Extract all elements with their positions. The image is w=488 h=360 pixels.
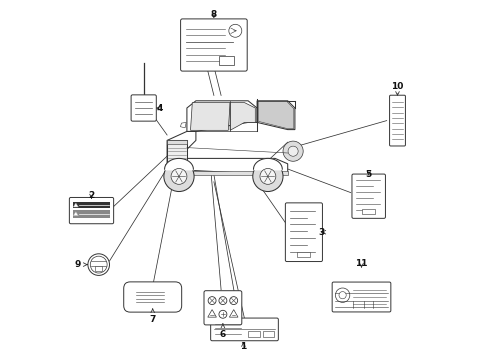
Circle shape bbox=[229, 297, 237, 305]
Text: 7: 7 bbox=[149, 309, 156, 324]
Polygon shape bbox=[170, 171, 287, 175]
Circle shape bbox=[88, 254, 109, 275]
Text: 9: 9 bbox=[75, 260, 87, 269]
FancyBboxPatch shape bbox=[389, 95, 405, 146]
Polygon shape bbox=[73, 203, 78, 207]
Circle shape bbox=[252, 161, 283, 192]
Circle shape bbox=[163, 161, 194, 192]
FancyBboxPatch shape bbox=[219, 56, 234, 65]
Text: 3: 3 bbox=[318, 228, 325, 237]
FancyBboxPatch shape bbox=[351, 174, 385, 218]
Polygon shape bbox=[167, 158, 287, 175]
Circle shape bbox=[260, 168, 275, 184]
FancyBboxPatch shape bbox=[362, 209, 374, 214]
Text: 5: 5 bbox=[365, 170, 371, 179]
FancyBboxPatch shape bbox=[297, 252, 310, 257]
Circle shape bbox=[171, 168, 186, 184]
Polygon shape bbox=[190, 103, 230, 130]
Circle shape bbox=[219, 297, 226, 305]
Polygon shape bbox=[165, 164, 187, 169]
Text: 1: 1 bbox=[240, 342, 246, 351]
Polygon shape bbox=[257, 101, 294, 130]
FancyBboxPatch shape bbox=[95, 266, 102, 271]
Polygon shape bbox=[229, 310, 238, 317]
Circle shape bbox=[283, 141, 303, 161]
FancyBboxPatch shape bbox=[73, 210, 110, 218]
Circle shape bbox=[335, 288, 349, 302]
Circle shape bbox=[338, 292, 346, 299]
Polygon shape bbox=[258, 102, 293, 129]
Polygon shape bbox=[230, 103, 255, 130]
Text: 10: 10 bbox=[390, 82, 403, 95]
Circle shape bbox=[208, 297, 216, 305]
Circle shape bbox=[287, 146, 298, 156]
FancyBboxPatch shape bbox=[262, 330, 273, 337]
Polygon shape bbox=[207, 310, 216, 317]
FancyBboxPatch shape bbox=[69, 197, 113, 224]
FancyBboxPatch shape bbox=[180, 19, 247, 71]
FancyBboxPatch shape bbox=[210, 318, 278, 341]
Polygon shape bbox=[180, 122, 186, 128]
Polygon shape bbox=[73, 212, 78, 216]
FancyBboxPatch shape bbox=[131, 95, 156, 121]
Polygon shape bbox=[167, 140, 186, 144]
Circle shape bbox=[228, 24, 241, 37]
FancyBboxPatch shape bbox=[331, 282, 390, 312]
FancyBboxPatch shape bbox=[123, 282, 182, 312]
Text: 8: 8 bbox=[210, 10, 217, 19]
Polygon shape bbox=[167, 131, 196, 158]
Polygon shape bbox=[186, 101, 257, 131]
Text: 2: 2 bbox=[88, 191, 95, 199]
Text: 6: 6 bbox=[219, 324, 225, 338]
FancyBboxPatch shape bbox=[203, 291, 241, 325]
Circle shape bbox=[219, 310, 226, 318]
FancyBboxPatch shape bbox=[73, 202, 110, 208]
Circle shape bbox=[90, 256, 107, 273]
FancyBboxPatch shape bbox=[285, 203, 322, 261]
Text: 4: 4 bbox=[156, 104, 163, 112]
FancyBboxPatch shape bbox=[247, 330, 259, 337]
Text: 11: 11 bbox=[354, 259, 367, 268]
Polygon shape bbox=[167, 140, 186, 164]
